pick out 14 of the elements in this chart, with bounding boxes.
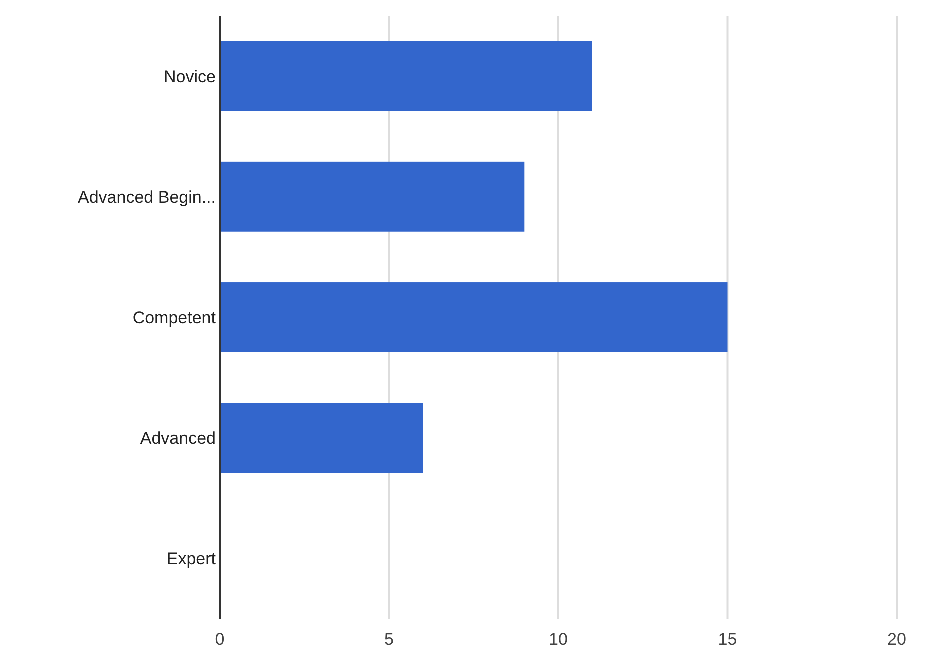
y-tick-label: Novice <box>164 67 216 86</box>
x-tick-label: 5 <box>384 630 394 649</box>
x-tick-label: 10 <box>549 630 568 649</box>
x-tick-label: 15 <box>718 630 738 649</box>
bar <box>220 41 592 112</box>
x-tick-label: 20 <box>888 630 906 649</box>
bar <box>220 282 728 352</box>
bar <box>220 162 525 232</box>
y-tick-label: Expert <box>166 550 216 569</box>
x-tick-label: 0 <box>215 630 225 649</box>
y-tick-label: Advanced Begin... <box>78 188 216 207</box>
y-tick-label: Advanced <box>140 429 216 448</box>
bar <box>220 403 424 474</box>
y-tick-label: Competent <box>132 308 216 328</box>
